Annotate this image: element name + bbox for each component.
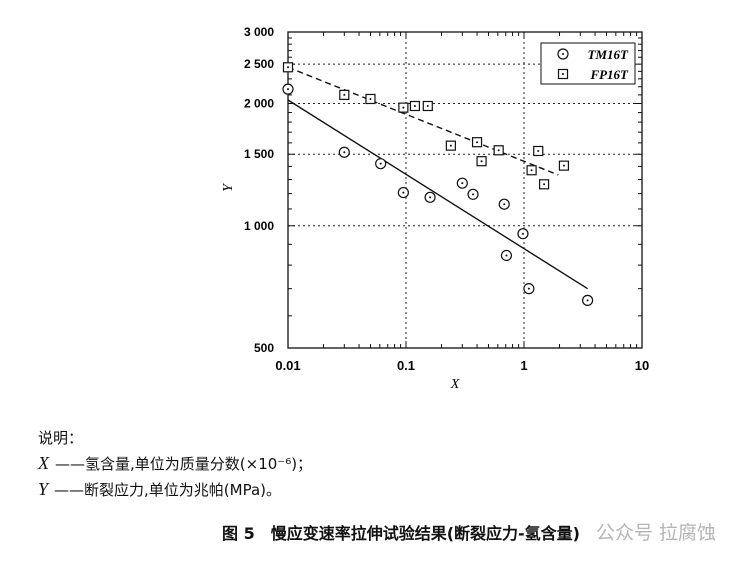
y-tick-label: 500: [254, 341, 274, 355]
point-TM16T-dot: [379, 162, 382, 165]
y-tick-label: 2 500: [244, 57, 274, 71]
point-FP16T-dot: [287, 66, 289, 69]
fit-line-TM16T: [287, 99, 588, 290]
point-FP16T-dot: [480, 160, 483, 163]
chart: 0.01 0.1 1 10 500 1 000 1 500 2 000 2 500 3 000 X Y…: [221, 25, 649, 392]
y-tick-label: 2 000: [244, 97, 274, 111]
point-TM16T-dot: [429, 196, 432, 199]
y-axis-label: Y: [221, 182, 236, 192]
point-FP16T-dot: [402, 106, 405, 109]
figure-caption: 图 5 慢应变速率拉伸试验结果(断裂应力-氢含量): [222, 524, 580, 543]
point-TM16T-dot: [402, 191, 405, 194]
watermark: 公众号 拉腐蚀: [596, 522, 717, 544]
point-TM16T-dot: [287, 88, 289, 91]
point-FP16T-dot: [413, 104, 416, 107]
point-FP16T-dot: [449, 144, 452, 147]
point-TM16T-dot: [503, 203, 506, 206]
point-TM16T-dot: [472, 193, 475, 196]
point-FP16T-dot: [543, 183, 546, 186]
legend: [540, 42, 636, 85]
legend-label: TM16T: [588, 47, 630, 62]
x-tick-label: 10: [635, 358, 649, 373]
point-FP16T-dot: [369, 97, 372, 100]
fit-line-FP16T: [287, 66, 559, 176]
point-TM16T-dot: [505, 254, 508, 257]
legend-marker-TM16T-dot: [562, 53, 564, 55]
point-TM16T-dot: [527, 287, 530, 290]
y-tick-label: 1 000: [244, 219, 274, 233]
note-y-desc: ——断裂应力,单位为兆帕(MPa)。: [54, 481, 281, 499]
notes-heading: 说明：: [38, 429, 84, 447]
note-y: Y ——断裂应力,单位为兆帕(MPa)。: [38, 479, 281, 500]
x-axis-label: X: [450, 377, 460, 392]
point-FP16T-dot: [530, 169, 533, 172]
point-TM16T-dot: [461, 182, 464, 185]
note-x: X ——氢含量,单位为质量分数(×10⁻⁶)；: [38, 453, 312, 474]
point-FP16T-dot: [497, 149, 500, 152]
point-FP16T-dot: [476, 141, 479, 144]
x-tick-label: 0.1: [397, 358, 415, 373]
point-FP16T-dot: [562, 164, 565, 167]
y-tick-label: 3 000: [244, 25, 274, 39]
point-TM16T-dot: [586, 299, 589, 302]
point-FP16T-dot: [343, 93, 346, 96]
note-x-desc: ——氢含量,单位为质量分数(×10⁻⁶)；: [55, 455, 313, 473]
plot-frame: [287, 31, 643, 349]
x-tick-label: 0.01: [275, 358, 300, 373]
point-TM16T-dot: [521, 232, 524, 235]
note-y-symbol: Y: [38, 479, 49, 499]
point-FP16T-dot: [426, 104, 429, 107]
y-tick-label: 1 500: [244, 147, 274, 161]
x-tick-label: 1: [520, 358, 527, 373]
note-x-symbol: X: [38, 453, 49, 473]
point-FP16T-dot: [537, 149, 540, 152]
legend-label: FP16T: [589, 67, 629, 82]
legend-marker-FP16T-dot: [562, 73, 564, 75]
point-TM16T-dot: [343, 151, 346, 154]
